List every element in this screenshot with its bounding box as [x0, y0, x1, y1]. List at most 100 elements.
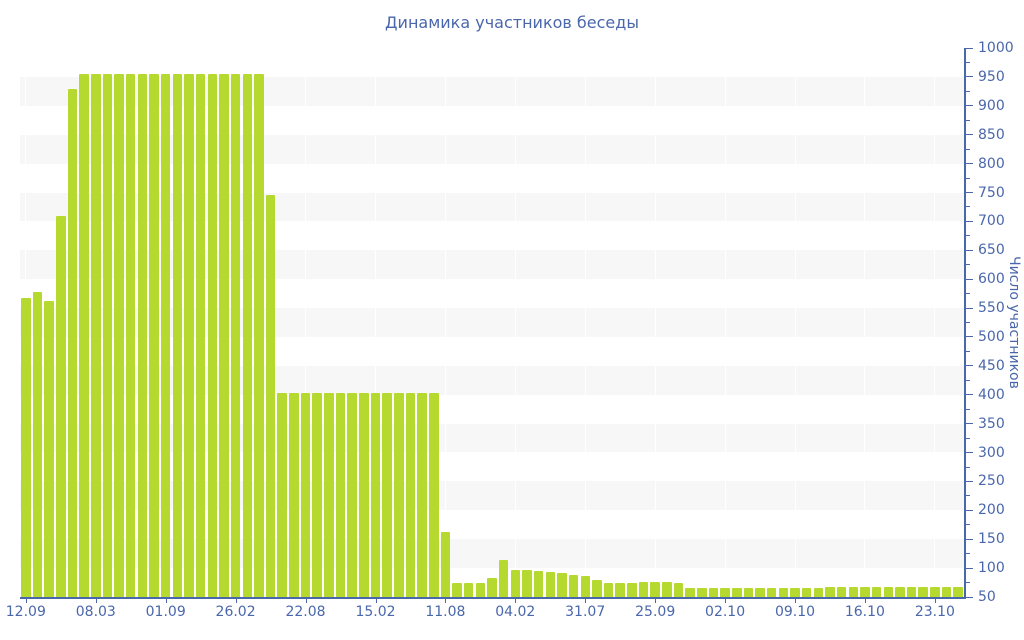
bar[interactable]: [638, 582, 649, 597]
bar[interactable]: [125, 74, 136, 597]
bar[interactable]: [21, 298, 31, 597]
bar[interactable]: [930, 586, 940, 597]
bar[interactable]: [697, 587, 707, 597]
bar[interactable]: [452, 582, 462, 597]
bar[interactable]: [242, 74, 253, 597]
chart-title: Динамика участников беседы: [385, 13, 639, 32]
bar[interactable]: [662, 582, 672, 597]
bar[interactable]: [172, 74, 183, 597]
bar[interactable]: [592, 579, 602, 597]
x-tick-label: 26.02: [215, 604, 256, 620]
bar[interactable]: [359, 393, 369, 597]
bar[interactable]: [755, 588, 765, 597]
bar[interactable]: [557, 573, 567, 597]
bar[interactable]: [813, 587, 824, 597]
bar[interactable]: [766, 588, 777, 597]
bar[interactable]: [137, 74, 148, 597]
x-axis-tick: [235, 599, 237, 603]
bar[interactable]: [533, 571, 544, 597]
bar[interactable]: [615, 583, 625, 597]
bar[interactable]: [801, 588, 812, 597]
bar[interactable]: [918, 587, 928, 597]
bar[interactable]: [394, 393, 404, 597]
bar[interactable]: [300, 393, 311, 597]
bar[interactable]: [941, 586, 952, 597]
bar[interactable]: [219, 74, 229, 597]
bar[interactable]: [207, 74, 218, 597]
y-tick-label: 950: [978, 68, 1005, 85]
bar[interactable]: [732, 588, 742, 597]
bar[interactable]: [32, 292, 43, 597]
y-tick-label: 650: [978, 242, 1005, 259]
bar[interactable]: [627, 583, 637, 597]
bar[interactable]: [580, 575, 591, 597]
bar[interactable]: [708, 588, 719, 597]
bar[interactable]: [906, 586, 917, 597]
bar[interactable]: [836, 586, 847, 597]
bar[interactable]: [510, 569, 521, 597]
y-axis-tick-major: [966, 134, 973, 136]
bar[interactable]: [685, 587, 695, 597]
bar[interactable]: [56, 215, 66, 597]
bar[interactable]: [382, 393, 392, 597]
bar[interactable]: [848, 587, 859, 597]
bar[interactable]: [743, 587, 754, 597]
bar[interactable]: [871, 586, 882, 597]
bar[interactable]: [230, 74, 241, 597]
bar[interactable]: [160, 74, 171, 597]
bar[interactable]: [91, 74, 101, 597]
bar[interactable]: [312, 393, 322, 597]
vertical-gridline: [654, 48, 656, 597]
bar[interactable]: [324, 393, 334, 597]
bar[interactable]: [463, 582, 474, 597]
bar[interactable]: [335, 393, 346, 597]
bar[interactable]: [650, 582, 660, 597]
bar[interactable]: [475, 582, 486, 597]
bar[interactable]: [953, 586, 963, 597]
bar[interactable]: [673, 583, 684, 597]
bar[interactable]: [289, 393, 299, 597]
x-tick-label: 22.08: [285, 604, 326, 620]
bar[interactable]: [277, 393, 287, 597]
bar[interactable]: [603, 583, 614, 597]
y-axis-tick-minor: [966, 148, 970, 150]
bar[interactable]: [405, 393, 416, 597]
bar[interactable]: [417, 393, 427, 597]
bar[interactable]: [568, 574, 579, 597]
bar[interactable]: [487, 577, 497, 597]
y-axis-tick-major: [966, 567, 973, 569]
bar[interactable]: [195, 74, 206, 597]
bar[interactable]: [184, 74, 194, 597]
bar[interactable]: [370, 393, 381, 597]
bar[interactable]: [825, 586, 835, 597]
x-axis-tick: [25, 599, 27, 603]
bar[interactable]: [347, 393, 357, 597]
x-axis-line: [20, 597, 966, 599]
y-axis-tick-major: [966, 163, 973, 165]
bar[interactable]: [102, 74, 113, 597]
bar[interactable]: [44, 300, 54, 597]
x-tick-label: 12.09: [5, 604, 46, 620]
bar[interactable]: [895, 586, 905, 597]
y-axis-tick-major: [966, 192, 973, 193]
bar[interactable]: [114, 74, 124, 597]
bar[interactable]: [149, 74, 159, 597]
bar[interactable]: [860, 586, 870, 597]
bar[interactable]: [883, 587, 894, 597]
bar[interactable]: [67, 88, 78, 597]
x-tick-label: 31.07: [565, 604, 606, 620]
y-axis-tick-minor: [966, 177, 970, 179]
x-axis-tick: [864, 599, 866, 603]
bar[interactable]: [79, 74, 89, 597]
bar[interactable]: [790, 588, 800, 597]
bar[interactable]: [440, 532, 451, 597]
bar[interactable]: [265, 195, 276, 597]
bar[interactable]: [545, 572, 556, 597]
bar[interactable]: [254, 74, 264, 597]
bar[interactable]: [778, 587, 789, 597]
bar[interactable]: [720, 588, 730, 597]
bar[interactable]: [498, 560, 509, 597]
vertical-gridline: [584, 48, 586, 597]
bar[interactable]: [522, 570, 532, 597]
bar[interactable]: [429, 393, 439, 597]
